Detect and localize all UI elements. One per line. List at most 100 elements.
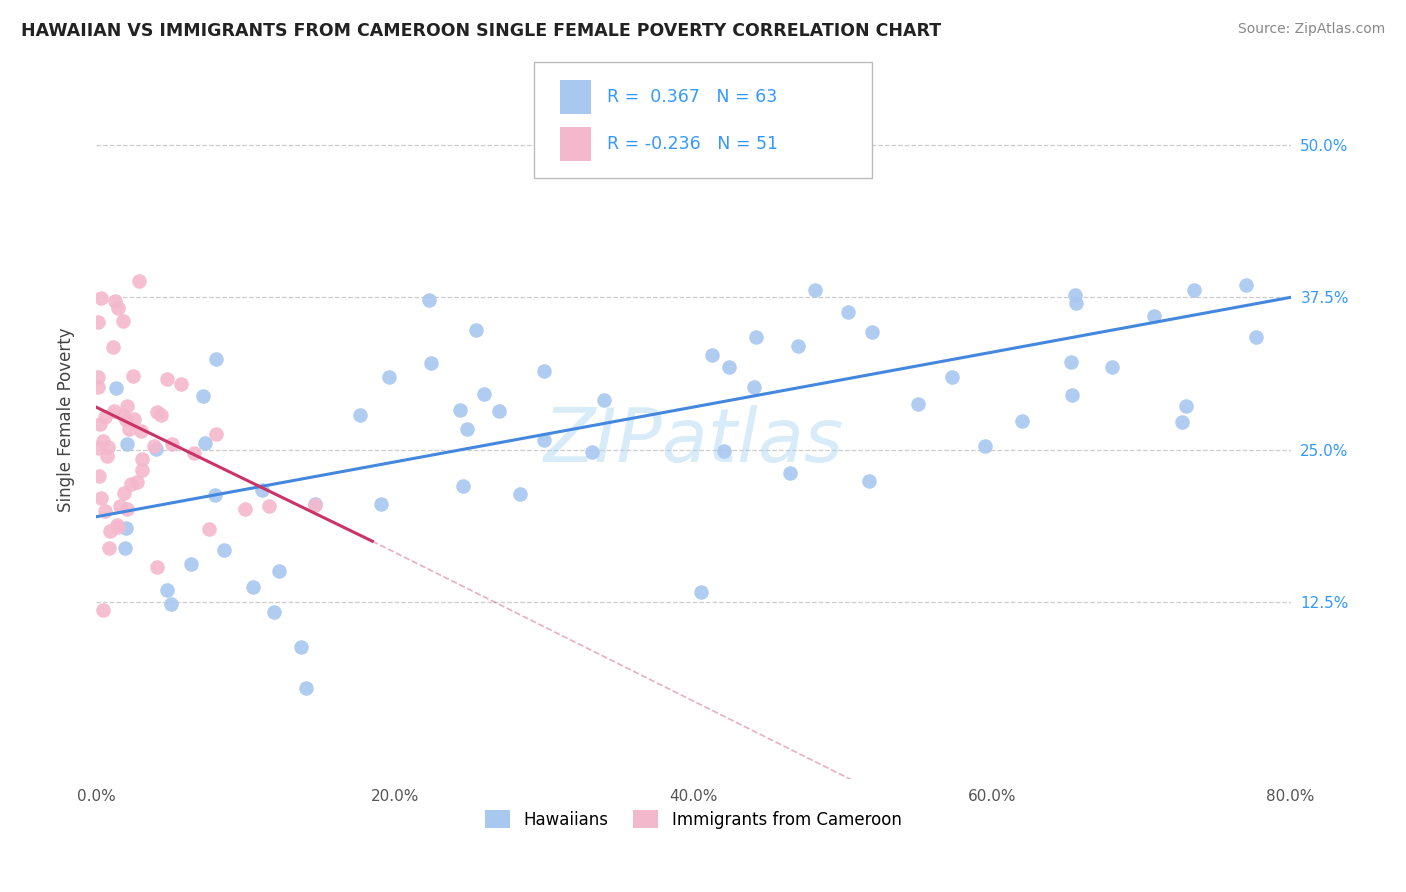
Point <box>87 315 110 329</box>
Point <box>89 417 111 431</box>
Point <box>973 439 995 453</box>
Point <box>290 640 312 655</box>
Text: ZIPatlas: ZIPatlas <box>543 405 844 477</box>
Point <box>91 603 114 617</box>
Point <box>103 340 125 354</box>
Point <box>112 408 135 422</box>
Text: R = -0.236   N = 51: R = -0.236 N = 51 <box>607 135 779 153</box>
Point <box>111 314 134 328</box>
Text: HAWAIIAN VS IMMIGRANTS FROM CAMEROON SINGLE FEMALE POVERTY CORRELATION CHART: HAWAIIAN VS IMMIGRANTS FROM CAMEROON SIN… <box>21 22 941 40</box>
Point <box>742 380 765 394</box>
Point <box>205 426 228 441</box>
Point <box>370 497 392 511</box>
Point <box>156 582 179 597</box>
Point <box>91 434 114 449</box>
Point <box>98 541 121 555</box>
Point <box>204 351 226 366</box>
Point <box>456 422 478 436</box>
Point <box>420 356 443 370</box>
Point <box>1101 360 1123 375</box>
Point <box>120 476 142 491</box>
Point <box>96 449 118 463</box>
Point <box>90 491 112 505</box>
Point <box>115 521 138 535</box>
Point <box>87 380 110 394</box>
Point <box>941 369 963 384</box>
Point <box>533 364 555 378</box>
Point <box>204 488 226 502</box>
Point <box>304 497 326 511</box>
Point <box>418 293 440 307</box>
Point <box>94 409 117 424</box>
Point <box>1143 309 1166 323</box>
Point <box>103 403 125 417</box>
Point <box>156 372 179 386</box>
Point <box>1174 400 1197 414</box>
Point <box>160 597 183 611</box>
Point <box>108 500 131 514</box>
Point <box>242 580 264 594</box>
Point <box>786 339 808 353</box>
Point <box>713 443 735 458</box>
Point <box>449 403 471 417</box>
Point <box>1060 354 1083 368</box>
Point <box>378 369 401 384</box>
Point <box>89 441 111 455</box>
Point <box>131 451 153 466</box>
Point <box>1066 296 1088 310</box>
Point <box>472 387 495 401</box>
Point <box>105 381 128 395</box>
Point <box>170 377 193 392</box>
Point <box>114 412 136 426</box>
Point <box>1171 415 1194 429</box>
Point <box>194 436 217 450</box>
Point <box>259 499 281 513</box>
Point <box>718 359 741 374</box>
Point <box>127 475 149 489</box>
Point <box>87 369 110 384</box>
Point <box>451 479 474 493</box>
Point <box>146 559 169 574</box>
Point <box>862 325 884 339</box>
Point <box>117 422 139 436</box>
Point <box>198 521 221 535</box>
Point <box>592 392 614 407</box>
Point <box>690 584 713 599</box>
Point <box>145 442 167 456</box>
Point <box>263 606 285 620</box>
Point <box>93 503 115 517</box>
Point <box>779 467 801 481</box>
Point <box>907 397 929 411</box>
Point <box>1064 288 1087 302</box>
Point <box>304 498 326 512</box>
Point <box>114 541 136 556</box>
Point <box>1011 414 1033 428</box>
Point <box>129 424 152 438</box>
Point <box>1234 277 1257 292</box>
Point <box>191 389 214 403</box>
Point <box>107 520 129 534</box>
Point <box>180 557 202 571</box>
Point <box>349 408 371 422</box>
Point <box>804 283 827 297</box>
Point <box>1182 283 1205 297</box>
Point <box>143 439 166 453</box>
Point <box>105 517 128 532</box>
Point <box>267 564 290 578</box>
Point <box>128 274 150 288</box>
Point <box>124 411 146 425</box>
Point <box>837 305 859 319</box>
Point <box>745 330 768 344</box>
Legend: Hawaiians, Immigrants from Cameroon: Hawaiians, Immigrants from Cameroon <box>478 804 908 835</box>
Point <box>131 463 153 477</box>
Point <box>115 501 138 516</box>
Text: Source: ZipAtlas.com: Source: ZipAtlas.com <box>1237 22 1385 37</box>
Point <box>97 441 120 455</box>
Point <box>90 291 112 305</box>
Point <box>250 483 273 498</box>
Y-axis label: Single Female Poverty: Single Female Poverty <box>58 327 75 512</box>
Point <box>115 436 138 450</box>
Point <box>233 501 256 516</box>
Point <box>488 404 510 418</box>
Point <box>509 487 531 501</box>
